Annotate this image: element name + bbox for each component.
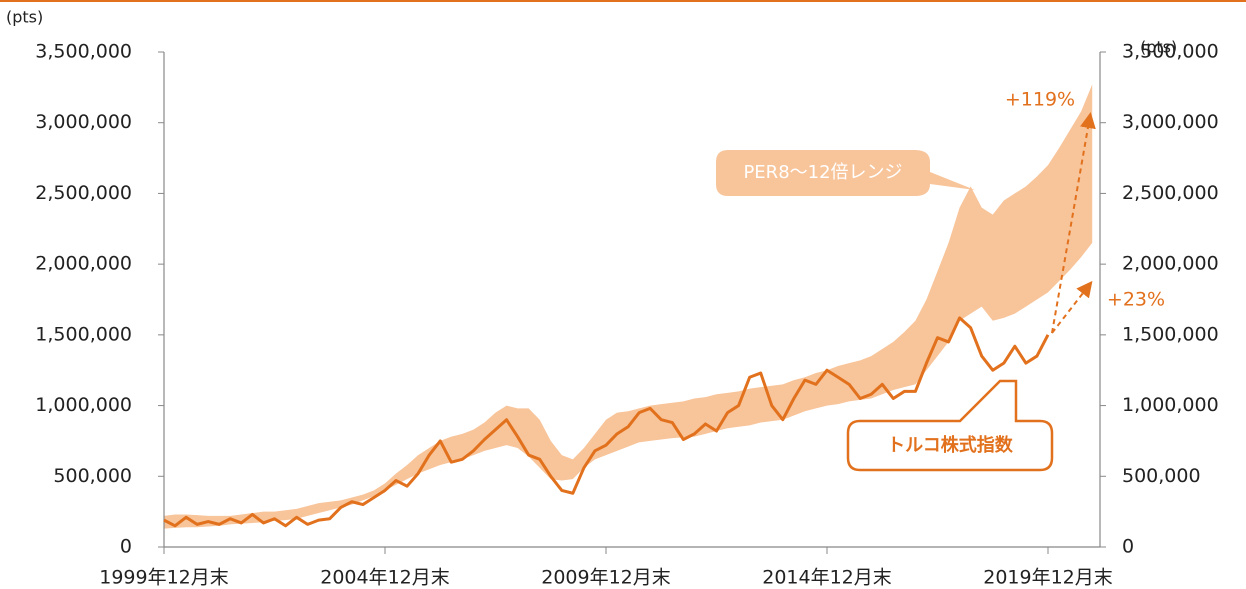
y2-tick-label: 1,000,000 (1122, 394, 1219, 416)
y-tick-label: 500,000 (53, 465, 132, 487)
index-line (163, 316, 1050, 528)
plot: 0 500,000 1,000,000 1,500,000 2,000,000 2,500… (35, 41, 1218, 589)
y2-tick-label: 2,500,000 (1122, 182, 1219, 204)
y-tick-label: 1,500,000 (35, 323, 132, 345)
y2-tick-label: 1,500,000 (1122, 323, 1219, 345)
y2-tick-label: 0 (1122, 536, 1134, 558)
y-tick-label: 0 (120, 536, 132, 558)
x-tick-label: 2019年12月末 (983, 567, 1113, 589)
y2-tick-label: 3,500,000 (1122, 41, 1219, 63)
arrow-23 (1051, 280, 1093, 334)
band-area (164, 84, 1093, 529)
x-tick-label: 2009年12月末 (541, 567, 671, 589)
x-tick-label: 2004年12月末 (320, 567, 450, 589)
y-tick-label: 3,000,000 (35, 111, 132, 133)
band-label: PER8～12倍レンジ (743, 162, 902, 183)
band-callout (716, 150, 975, 196)
x-tick-label: 1999年12月末 (99, 567, 229, 589)
line-callout (846, 379, 1054, 472)
arrow-119 (1051, 112, 1096, 334)
x-tick-label: 2014年12月末 (762, 567, 892, 589)
y-tick-label: 2,000,000 (35, 253, 132, 275)
y2-unit: (pts) (1140, 38, 1177, 57)
y-tick-label: 3,500,000 (35, 41, 132, 63)
y2-tick-label: 3,000,000 (1122, 111, 1219, 133)
annotation: +23% (1107, 289, 1165, 311)
y-tick-label: 2,500,000 (35, 182, 132, 204)
y2-tick-label: 500,000 (1122, 465, 1201, 487)
y-unit: (pts) (6, 8, 43, 27)
arrows (1051, 112, 1096, 334)
y-tick-label: 1,000,000 (35, 394, 132, 416)
line-label: トルコ株式指数 (887, 434, 1014, 456)
y2-tick-label: 2,000,000 (1122, 253, 1219, 275)
annotation: +119% (1005, 89, 1075, 111)
